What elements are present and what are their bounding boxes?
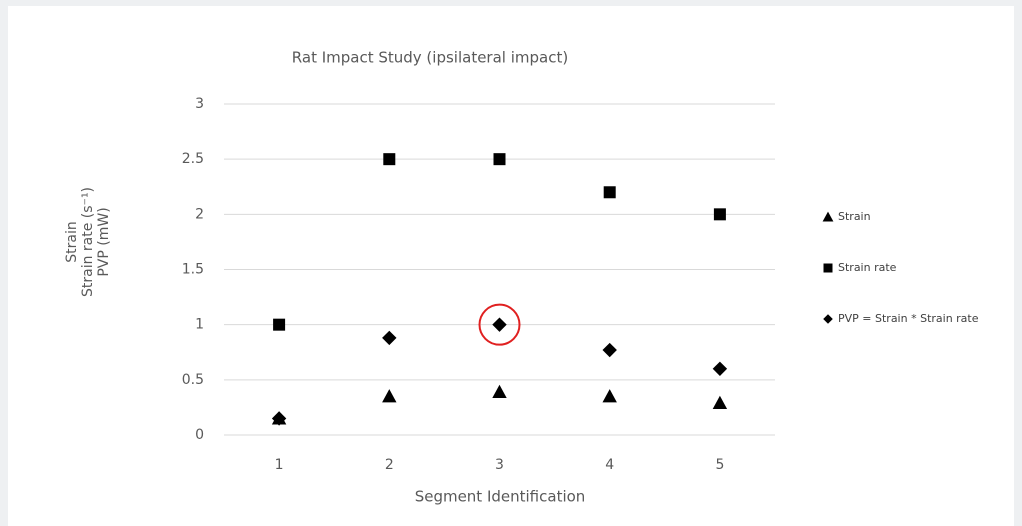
marker-square (493, 153, 506, 166)
y-tick-label: 0.5 (182, 372, 204, 388)
marker-square (713, 208, 726, 221)
y-tick-label: 2.5 (182, 151, 204, 167)
x-tick-label: 2 (385, 457, 394, 473)
panel (8, 6, 1014, 526)
marker-diamond (382, 330, 397, 346)
marker-diamond (492, 317, 507, 332)
y-tick-label: 1.5 (182, 262, 204, 278)
y-tick-label: 2 (195, 206, 204, 222)
x-tick-label: 3 (495, 457, 504, 473)
marker-square (273, 318, 286, 331)
marker-diamond (602, 342, 617, 358)
marker-diamond (712, 361, 728, 376)
y-tick-label: 3 (195, 96, 204, 112)
marker-triangle (822, 211, 834, 222)
y-axis-label: Strain Strain rate (s⁻¹) PVP (mW) (64, 187, 112, 297)
marker-triangle (382, 389, 397, 403)
y-tick-label: 0 (195, 427, 204, 443)
marker-square (603, 186, 616, 199)
x-tick-label: 4 (605, 457, 614, 473)
y-tick-label: 1 (195, 317, 204, 333)
marker-square (823, 263, 833, 273)
marker-square (383, 153, 396, 166)
legend-label: Strain rate (838, 261, 897, 274)
legend: Strain Strain rate PVP = Strain * Strain r… (822, 210, 979, 325)
marker-triangle (492, 384, 507, 398)
x-tick-label: 1 (275, 457, 284, 473)
x-axis-label: Segment Identification (415, 488, 586, 506)
marker-diamond (271, 411, 287, 426)
marker-triangle (712, 395, 728, 410)
y-label-line: Strain rate (s⁻¹) (80, 187, 96, 297)
highlight-ring (478, 303, 521, 346)
legend-label: Strain (838, 210, 871, 223)
marker-triangle (602, 389, 617, 403)
y-label-line: PVP (mW) (96, 207, 112, 276)
y-label-line: Strain (64, 221, 80, 262)
chart-title: Rat Impact Study (ipsilateral impact) (292, 49, 568, 67)
marker-diamond (823, 314, 833, 324)
legend-label: PVP = Strain * Strain rate (838, 312, 979, 325)
x-tick-label: 5 (715, 457, 724, 473)
